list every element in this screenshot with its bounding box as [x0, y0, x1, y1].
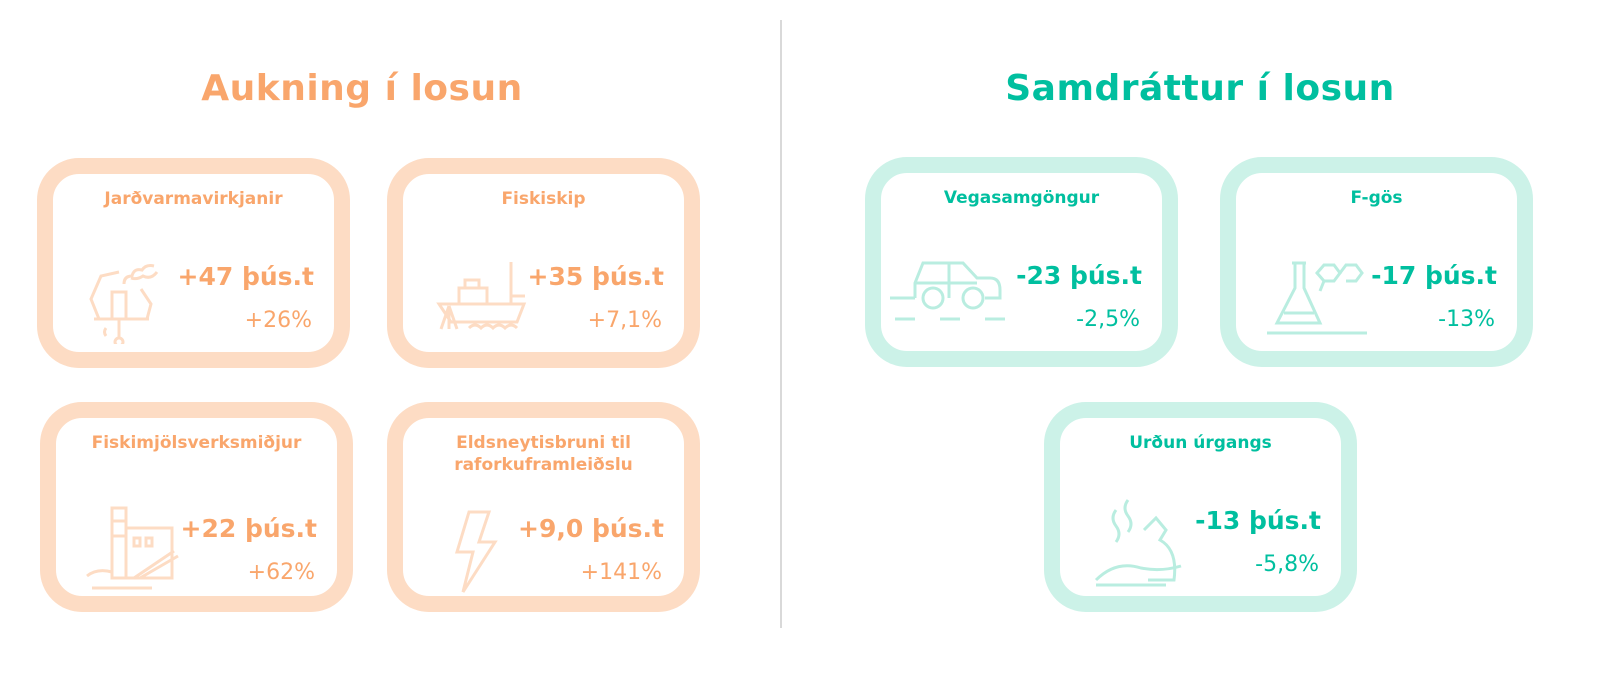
geothermal-plant-icon [79, 244, 189, 348]
emission-percent: +26% [244, 308, 312, 333]
fishing-boat-icon [429, 244, 539, 344]
card-title: Eldsneytisbruni til raforkuframleiðslu [454, 433, 633, 475]
emission-percent: -5,8% [1255, 552, 1319, 577]
divider [780, 20, 782, 628]
card-fishmeal-factories: Fiskimjölsverksmiðjur +22 þús.t +62% [40, 402, 353, 612]
card-title: Urðun úrgangs [1129, 433, 1272, 453]
emission-percent: +7,1% [587, 308, 662, 333]
card-road-transport: Vegasamgöngur -23 þús.t -2,5% [865, 157, 1178, 367]
increase-heading: Aukning í losun [201, 68, 523, 109]
car-icon [885, 243, 1015, 343]
factory-icon [82, 496, 192, 596]
decrease-heading: Samdráttur í losun [1005, 68, 1395, 109]
emission-value: +47 þús.t [177, 262, 314, 291]
emission-value: -17 þús.t [1371, 261, 1497, 290]
card-landfill-waste: Urðun úrgangs -13 þús.t -5,8% [1044, 402, 1357, 612]
chemistry-flask-icon [1262, 243, 1372, 343]
card-title: Fiskiskip [501, 189, 586, 209]
card-title: Fiskimjölsverksmiðjur [91, 433, 302, 453]
card-title: F-gös [1350, 188, 1403, 208]
emission-value: -23 þús.t [1016, 261, 1142, 290]
card-fuel-combustion-electricity: Eldsneytisbruni til raforkuframleiðslu +… [387, 402, 700, 612]
card-title: Jarðvarmavirkjanir [104, 189, 283, 209]
waste-bag-icon [1086, 490, 1196, 590]
emission-value: -13 þús.t [1195, 506, 1321, 535]
emission-percent: -13% [1438, 307, 1495, 332]
emission-percent: +141% [580, 560, 662, 585]
card-geothermal: Jarðvarmavirkjanir +47 þús.t +26% [37, 158, 350, 368]
emission-value: +9,0 þús.t [518, 514, 664, 543]
card-title: Vegasamgöngur [943, 188, 1100, 208]
emission-percent: -2,5% [1076, 307, 1140, 332]
emission-value: +22 þús.t [180, 514, 317, 543]
card-f-gases: F-gös -17 þús.t -13% [1220, 157, 1533, 367]
lightning-icon [429, 502, 539, 602]
emission-value: +35 þús.t [527, 262, 664, 291]
emission-percent: +62% [247, 560, 315, 585]
card-fishing-vessels: Fiskiskip +35 þús.t +7,1% [387, 158, 700, 368]
